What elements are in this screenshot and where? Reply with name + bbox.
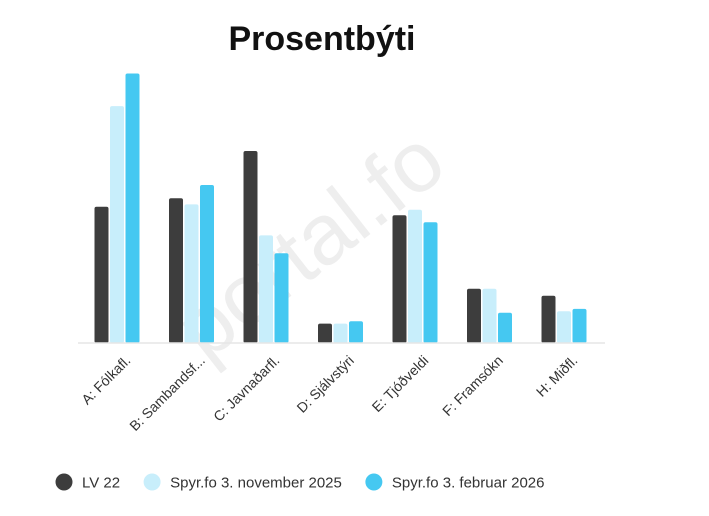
bars-group	[94, 73, 587, 343]
legend-label: LV 22	[82, 475, 120, 492]
bar	[349, 321, 363, 343]
x-tick-label: A: Fólkafl.	[78, 352, 133, 407]
legend: LV 22 Spyr.fo 3. november 2025 Spyr.fo 3. …	[55, 473, 545, 492]
bar	[467, 288, 481, 343]
bar	[392, 215, 407, 343]
bar	[541, 295, 556, 343]
bar	[482, 288, 497, 343]
x-tick-label: D: Sjálvstýri	[293, 352, 357, 416]
bar	[498, 312, 512, 343]
bar	[94, 206, 109, 343]
x-tick-label: H: Miðfl.	[533, 352, 581, 400]
legend-label: Spyr.fo 3. februar 2026	[392, 475, 545, 492]
chart-title: Prosentbýti	[228, 20, 415, 58]
bar	[274, 253, 289, 343]
bar	[243, 151, 258, 343]
legend-marker	[55, 473, 73, 491]
x-tick-label: E: Tjóðveldi	[369, 352, 432, 415]
bar	[333, 323, 348, 343]
bar	[423, 222, 438, 343]
bar	[408, 209, 422, 343]
bar	[125, 73, 140, 343]
bar	[572, 308, 587, 343]
bar	[318, 323, 332, 343]
legend-marker	[143, 473, 161, 491]
bar	[169, 198, 183, 343]
legend-label: Spyr.fo 3. november 2025	[170, 475, 342, 492]
legend-marker	[365, 473, 383, 491]
x-tick-labels: A: Fólkafl.B: Sambandsf... C: Javnaðarfl.…	[78, 352, 580, 434]
x-tick-label: B: Sambandsf...	[126, 352, 208, 434]
bar	[110, 106, 124, 343]
bar	[184, 204, 199, 343]
x-tick-label: F: Framsókn	[439, 352, 506, 419]
bar	[200, 185, 214, 343]
bar	[557, 311, 571, 343]
bar	[259, 235, 273, 343]
